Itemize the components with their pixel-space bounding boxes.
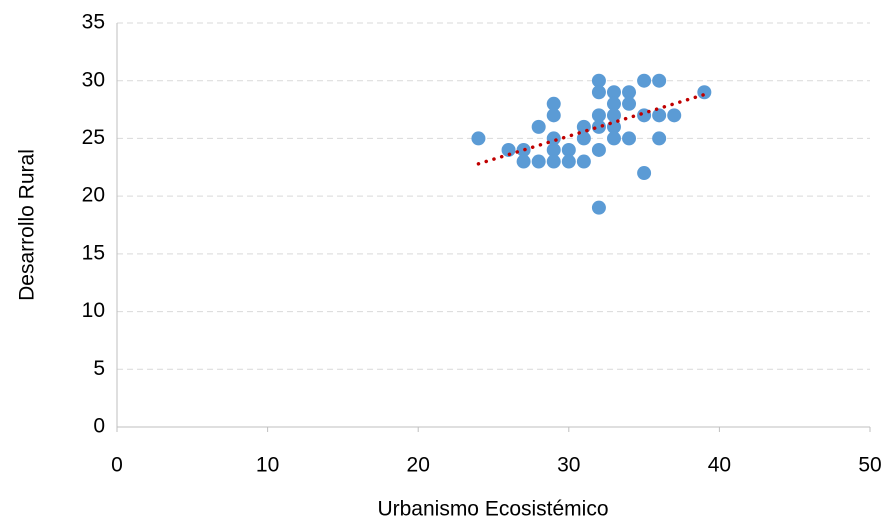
data-point <box>516 154 531 169</box>
data-point <box>652 73 667 88</box>
data-point <box>546 154 561 169</box>
data-point <box>606 108 621 123</box>
data-point <box>591 119 606 134</box>
x-tick-label: 40 <box>708 454 731 477</box>
data-point <box>606 96 621 111</box>
data-point <box>622 131 637 146</box>
data-point <box>622 85 637 100</box>
data-point <box>591 73 606 88</box>
data-point <box>576 131 591 146</box>
y-tick-label: 35 <box>82 11 105 34</box>
data-point <box>531 119 546 134</box>
data-point <box>546 108 561 123</box>
trendline <box>476 92 707 166</box>
y-tick-label: 30 <box>82 68 105 91</box>
y-tick-label: 20 <box>82 184 105 207</box>
data-point <box>546 96 561 111</box>
data-point <box>546 142 561 157</box>
y-axis-title: Desarrollo Rural <box>16 149 39 301</box>
x-tick-label: 10 <box>256 454 279 477</box>
data-point <box>591 108 606 123</box>
data-point <box>606 131 621 146</box>
data-point <box>546 131 561 146</box>
y-tick-label: 5 <box>93 357 105 380</box>
x-tick-label: 20 <box>407 454 430 477</box>
data-point <box>561 154 576 169</box>
data-point <box>531 154 546 169</box>
data-point <box>622 96 637 111</box>
data-point <box>471 131 486 146</box>
data-point <box>606 85 621 100</box>
data-point <box>637 166 652 181</box>
x-tick-label: 0 <box>111 454 123 477</box>
data-point <box>561 142 576 157</box>
data-point <box>652 108 667 123</box>
y-tick-label: 15 <box>82 241 105 264</box>
data-point <box>591 200 606 215</box>
data-point <box>501 142 516 157</box>
y-tick-label: 0 <box>93 415 105 438</box>
data-point <box>667 108 682 123</box>
data-point <box>576 154 591 169</box>
data-point <box>637 73 652 88</box>
x-tick-label: 30 <box>557 454 580 477</box>
x-tick-label: 50 <box>858 454 881 477</box>
data-point <box>591 85 606 100</box>
y-tick-label: 25 <box>82 126 105 149</box>
y-tick-label: 10 <box>82 299 105 322</box>
data-point <box>697 85 712 100</box>
data-point <box>591 142 606 157</box>
data-point <box>652 131 667 146</box>
x-axis-title: Urbanismo Ecosistémico <box>377 498 608 521</box>
